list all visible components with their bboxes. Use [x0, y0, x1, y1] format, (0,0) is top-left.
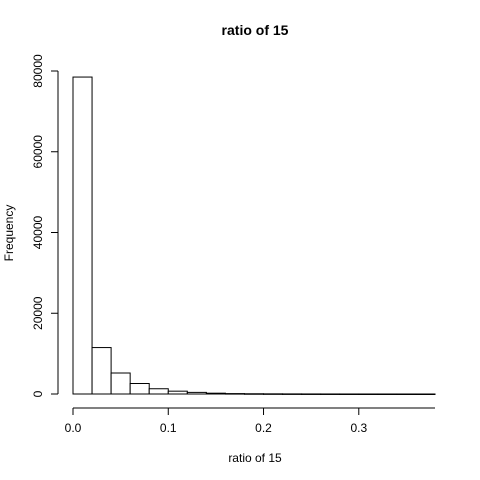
histogram-bar [129, 383, 150, 395]
histogram-bar [148, 388, 169, 395]
histogram-bar [91, 347, 112, 395]
x-axis-label: ratio of 15 [228, 451, 282, 465]
x-tick-label: 0.3 [350, 421, 367, 435]
histogram-bar [377, 393, 398, 395]
x-tick-label: 0.0 [65, 421, 82, 435]
histogram-bar [339, 393, 360, 395]
histogram-bar [263, 393, 284, 395]
chart-title: ratio of 15 [222, 22, 289, 38]
x-tick-label: 0.2 [255, 421, 272, 435]
x-tick-label: 0.1 [160, 421, 177, 435]
y-tick-label: 40000 [31, 215, 45, 249]
histogram-bar [243, 393, 265, 395]
histogram-bar [396, 393, 417, 395]
histogram-bar [72, 76, 93, 395]
histogram-bar [110, 372, 131, 395]
y-tick-label: 20000 [31, 296, 45, 330]
histogram-bar [186, 391, 207, 395]
x-axis: 0.0 0.1 0.2 0.3 [65, 407, 435, 435]
y-tick-label: 0 [31, 390, 45, 397]
histogram-bar [358, 393, 379, 395]
y-tick-label: 60000 [31, 135, 45, 169]
histogram-bar [320, 393, 341, 395]
histogram-bar [224, 393, 245, 395]
bars-group [72, 76, 436, 395]
y-tick-label: 80000 [31, 54, 45, 88]
histogram-bar [301, 393, 322, 395]
histogram-bar [282, 393, 303, 395]
histogram-bar [167, 390, 188, 395]
y-axis-label: Frequency [2, 205, 16, 262]
histogram-bar [415, 393, 436, 395]
histogram-bar [205, 392, 226, 395]
y-axis: 0 20000 40000 60000 80000 [31, 54, 59, 397]
